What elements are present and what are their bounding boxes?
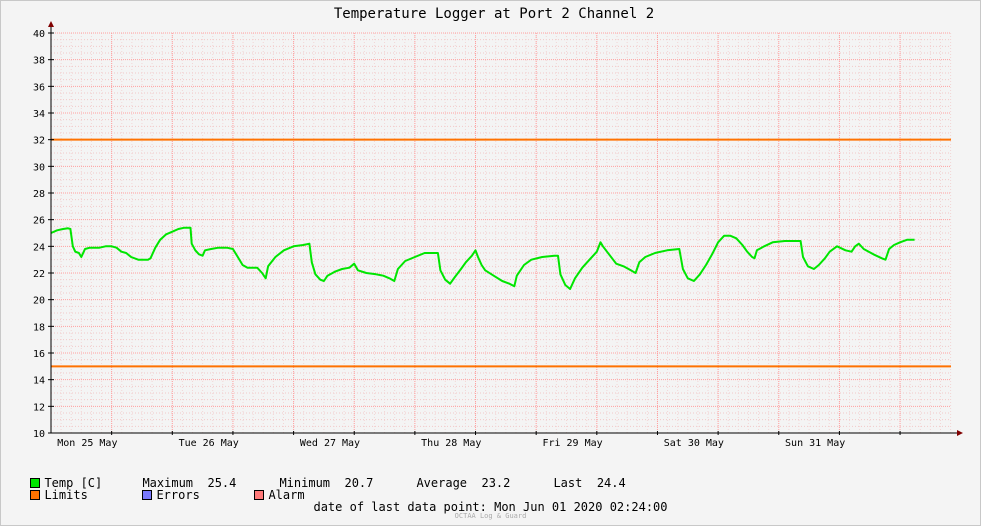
avg-label: Average	[416, 476, 468, 490]
series-layer	[50, 226, 915, 290]
limits-label: Limits	[44, 488, 88, 502]
y-tick-label: 38	[33, 56, 45, 67]
y-tick-label: 22	[33, 269, 45, 280]
y-tick-labels: 10 12 14 16 18 20 22 24 26 28 30 32 34 36 38 40	[33, 29, 45, 440]
temperature-chart: Temperature Logger at Port 2 Channel 2 1…	[33, 6, 963, 449]
y-tick-label: 18	[33, 322, 45, 333]
x-tick-label: Wed 27 May	[300, 438, 360, 449]
temp-series-line	[50, 226, 915, 290]
limits-swatch	[30, 490, 41, 500]
y-axis-arrow	[48, 21, 54, 27]
x-tick-label: Tue 26 May	[179, 438, 239, 449]
last-point-value: Mon Jun 01 2020 02:24:00	[494, 500, 668, 514]
avg-value: 23.2	[481, 476, 511, 490]
temp-swatch	[30, 478, 41, 488]
y-tick-label: 24	[33, 242, 45, 253]
last-data-point: date of last data point: Mon Jun 01 2020…	[0, 500, 981, 514]
x-tick-labels: Mon 25 May Tue 26 May Wed 27 May Thu 28 May…	[57, 438, 845, 449]
last-point-label: date of last data point:	[313, 500, 487, 514]
credit-text: OCTAA Log & Guard	[454, 512, 527, 520]
y-tick-label: 40	[33, 29, 45, 40]
grid	[51, 32, 952, 433]
last-value: 24.4	[596, 476, 626, 490]
y-tick-label: 12	[33, 402, 45, 413]
min-value: 20.7	[344, 476, 374, 490]
axes	[48, 21, 963, 436]
limit-lines	[51, 138, 951, 368]
y-tick-label: 26	[33, 216, 45, 227]
legend-errors: Errors	[128, 476, 200, 502]
legend-row-1: Temp [C]	[16, 464, 102, 490]
y-tick-label: 10	[33, 429, 45, 440]
legend-last: Last 24.4	[539, 464, 626, 490]
y-tick-label: 14	[33, 376, 45, 387]
legend-avg: Average 23.2	[402, 464, 510, 490]
alarm-label: Alarm	[268, 488, 305, 502]
y-tick-label: 34	[33, 109, 45, 120]
errors-label: Errors	[156, 488, 200, 502]
legend-max: Maximum 25.4	[128, 464, 236, 490]
x-tick-label: Sun 31 May	[785, 438, 845, 449]
min-label: Minimum	[279, 476, 331, 490]
legend-alarm: Alarm	[240, 476, 305, 502]
y-tick-label: 36	[33, 82, 45, 93]
max-label: Maximum	[142, 476, 194, 490]
legend-temp-label: Temp [C]	[44, 476, 103, 490]
x-tick-label: Sat 30 May	[664, 438, 724, 449]
last-label: Last	[553, 476, 583, 490]
errors-swatch	[142, 490, 153, 500]
x-tick-label: Mon 25 May	[57, 438, 117, 449]
y-tick-label: 30	[33, 162, 45, 173]
x-axis-arrow	[957, 430, 963, 436]
y-tick-label: 28	[33, 189, 45, 200]
y-tick-label: 16	[33, 349, 45, 360]
alarm-swatch	[254, 490, 265, 500]
max-value: 25.4	[207, 476, 237, 490]
chart-title: Temperature Logger at Port 2 Channel 2	[334, 6, 654, 22]
x-tick-label: Thu 28 May	[421, 438, 481, 449]
y-tick-label: 20	[33, 296, 45, 307]
x-tick-label: Fri 29 May	[542, 438, 602, 449]
legend-limits: Limits	[16, 476, 88, 502]
legend-min: Minimum 20.7	[265, 464, 373, 490]
y-tick-label: 32	[33, 136, 45, 147]
